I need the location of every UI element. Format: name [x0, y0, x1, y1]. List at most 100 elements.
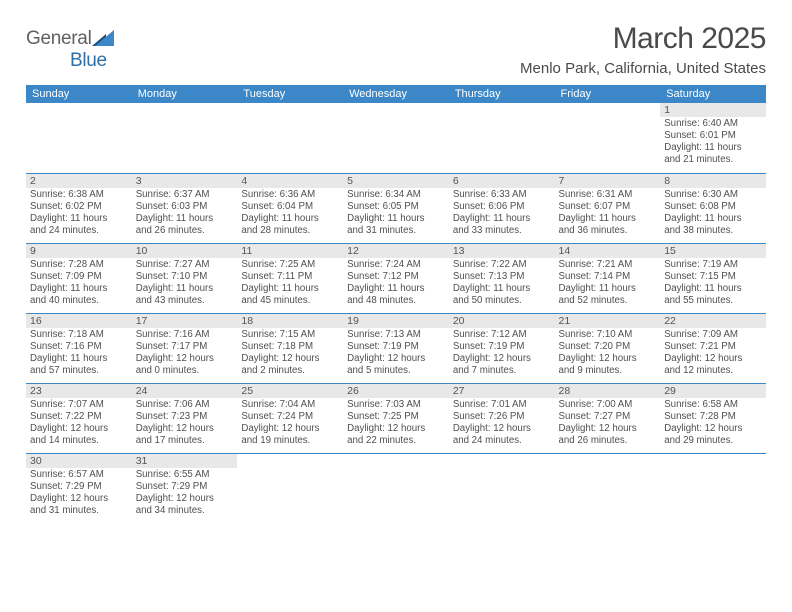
calendar-cell: 9Sunrise: 7:28 AMSunset: 7:09 PMDaylight…: [26, 243, 132, 313]
weekday-header: Tuesday: [237, 85, 343, 103]
sunset-text: Sunset: 6:04 PM: [241, 201, 339, 213]
sunset-text: Sunset: 7:21 PM: [664, 341, 762, 353]
page-title: March 2025: [520, 22, 766, 56]
sunrise-text: Sunrise: 7:00 AM: [559, 399, 657, 411]
calendar-cell: 3Sunrise: 6:37 AMSunset: 6:03 PMDaylight…: [132, 173, 238, 243]
calendar-cell: 12Sunrise: 7:24 AMSunset: 7:12 PMDayligh…: [343, 243, 449, 313]
day1-text: Daylight: 11 hours: [664, 142, 762, 154]
day1-text: Daylight: 11 hours: [453, 213, 551, 225]
day2-text: and 21 minutes.: [664, 154, 762, 166]
sunset-text: Sunset: 7:27 PM: [559, 411, 657, 423]
calendar-cell: 18Sunrise: 7:15 AMSunset: 7:18 PMDayligh…: [237, 313, 343, 383]
day2-text: and 0 minutes.: [136, 365, 234, 377]
day1-text: Daylight: 12 hours: [241, 423, 339, 435]
sunrise-text: Sunrise: 7:19 AM: [664, 259, 762, 271]
day-number: 22: [660, 314, 766, 328]
sunset-text: Sunset: 6:05 PM: [347, 201, 445, 213]
sunset-text: Sunset: 7:24 PM: [241, 411, 339, 423]
title-block: March 2025 Menlo Park, California, Unite…: [520, 22, 766, 77]
calendar-cell: [237, 103, 343, 173]
day-number: 14: [555, 244, 661, 258]
sunset-text: Sunset: 7:23 PM: [136, 411, 234, 423]
calendar-cell: 8Sunrise: 6:30 AMSunset: 6:08 PMDaylight…: [660, 173, 766, 243]
calendar-cell: 24Sunrise: 7:06 AMSunset: 7:23 PMDayligh…: [132, 383, 238, 453]
day-info: Sunrise: 6:55 AMSunset: 7:29 PMDaylight:…: [132, 468, 238, 520]
day2-text: and 29 minutes.: [664, 435, 762, 447]
day-number: 18: [237, 314, 343, 328]
sunrise-text: Sunrise: 6:30 AM: [664, 189, 762, 201]
calendar-cell: 23Sunrise: 7:07 AMSunset: 7:22 PMDayligh…: [26, 383, 132, 453]
sunset-text: Sunset: 6:03 PM: [136, 201, 234, 213]
sunset-text: Sunset: 7:14 PM: [559, 271, 657, 283]
brand-part1: General: [26, 28, 92, 49]
day-number: 29: [660, 384, 766, 398]
calendar-cell: 20Sunrise: 7:12 AMSunset: 7:19 PMDayligh…: [449, 313, 555, 383]
sunset-text: Sunset: 7:18 PM: [241, 341, 339, 353]
day-number: 4: [237, 174, 343, 188]
day1-text: Daylight: 12 hours: [30, 493, 128, 505]
day1-text: Daylight: 12 hours: [136, 353, 234, 365]
sunset-text: Sunset: 7:13 PM: [453, 271, 551, 283]
sunrise-text: Sunrise: 7:04 AM: [241, 399, 339, 411]
calendar-cell: 29Sunrise: 6:58 AMSunset: 7:28 PMDayligh…: [660, 383, 766, 453]
sunset-text: Sunset: 7:29 PM: [136, 481, 234, 493]
day1-text: Daylight: 12 hours: [664, 423, 762, 435]
brand-logo: GeneralBlue: [26, 28, 114, 72]
day-info: Sunrise: 7:09 AMSunset: 7:21 PMDaylight:…: [660, 328, 766, 380]
calendar-cell: [26, 103, 132, 173]
day-info: Sunrise: 7:07 AMSunset: 7:22 PMDaylight:…: [26, 398, 132, 450]
day-number: 9: [26, 244, 132, 258]
sunrise-text: Sunrise: 7:15 AM: [241, 329, 339, 341]
sunset-text: Sunset: 7:19 PM: [453, 341, 551, 353]
day-info: Sunrise: 6:40 AMSunset: 6:01 PMDaylight:…: [660, 117, 766, 169]
day2-text: and 50 minutes.: [453, 295, 551, 307]
day-info: Sunrise: 7:25 AMSunset: 7:11 PMDaylight:…: [237, 258, 343, 310]
day-info: Sunrise: 6:36 AMSunset: 6:04 PMDaylight:…: [237, 188, 343, 240]
calendar-cell: [555, 453, 661, 523]
day2-text: and 17 minutes.: [136, 435, 234, 447]
day1-text: Daylight: 11 hours: [30, 283, 128, 295]
day1-text: Daylight: 11 hours: [664, 213, 762, 225]
calendar-header: SundayMondayTuesdayWednesdayThursdayFrid…: [26, 85, 766, 103]
day-info: Sunrise: 7:19 AMSunset: 7:15 PMDaylight:…: [660, 258, 766, 310]
day2-text: and 5 minutes.: [347, 365, 445, 377]
calendar-row: 2Sunrise: 6:38 AMSunset: 6:02 PMDaylight…: [26, 173, 766, 243]
day-number: 5: [343, 174, 449, 188]
sunrise-text: Sunrise: 6:55 AM: [136, 469, 234, 481]
day2-text: and 48 minutes.: [347, 295, 445, 307]
sunrise-text: Sunrise: 6:36 AM: [241, 189, 339, 201]
day-info: Sunrise: 7:24 AMSunset: 7:12 PMDaylight:…: [343, 258, 449, 310]
day2-text: and 26 minutes.: [559, 435, 657, 447]
sunset-text: Sunset: 6:01 PM: [664, 130, 762, 142]
day-info: Sunrise: 6:58 AMSunset: 7:28 PMDaylight:…: [660, 398, 766, 450]
day-number: 20: [449, 314, 555, 328]
sunset-text: Sunset: 6:02 PM: [30, 201, 128, 213]
day1-text: Daylight: 11 hours: [559, 283, 657, 295]
day2-text: and 55 minutes.: [664, 295, 762, 307]
calendar-cell: 11Sunrise: 7:25 AMSunset: 7:11 PMDayligh…: [237, 243, 343, 313]
calendar-cell: 6Sunrise: 6:33 AMSunset: 6:06 PMDaylight…: [449, 173, 555, 243]
sunrise-text: Sunrise: 7:22 AM: [453, 259, 551, 271]
day-number: 19: [343, 314, 449, 328]
calendar-cell: 28Sunrise: 7:00 AMSunset: 7:27 PMDayligh…: [555, 383, 661, 453]
day-number: 6: [449, 174, 555, 188]
weekday-header: Monday: [132, 85, 238, 103]
location-subtitle: Menlo Park, California, United States: [520, 60, 766, 77]
day-number: 10: [132, 244, 238, 258]
day1-text: Daylight: 11 hours: [241, 283, 339, 295]
day2-text: and 12 minutes.: [664, 365, 762, 377]
day1-text: Daylight: 11 hours: [30, 213, 128, 225]
day2-text: and 14 minutes.: [30, 435, 128, 447]
day-number: 1: [660, 103, 766, 117]
sunrise-text: Sunrise: 7:21 AM: [559, 259, 657, 271]
calendar-cell: 27Sunrise: 7:01 AMSunset: 7:26 PMDayligh…: [449, 383, 555, 453]
day-info: Sunrise: 7:04 AMSunset: 7:24 PMDaylight:…: [237, 398, 343, 450]
day-info: Sunrise: 6:33 AMSunset: 6:06 PMDaylight:…: [449, 188, 555, 240]
calendar-cell: 10Sunrise: 7:27 AMSunset: 7:10 PMDayligh…: [132, 243, 238, 313]
day-number: 15: [660, 244, 766, 258]
calendar-cell: 2Sunrise: 6:38 AMSunset: 6:02 PMDaylight…: [26, 173, 132, 243]
sunset-text: Sunset: 7:10 PM: [136, 271, 234, 283]
calendar-cell: 13Sunrise: 7:22 AMSunset: 7:13 PMDayligh…: [449, 243, 555, 313]
calendar-cell: [449, 453, 555, 523]
day2-text: and 2 minutes.: [241, 365, 339, 377]
